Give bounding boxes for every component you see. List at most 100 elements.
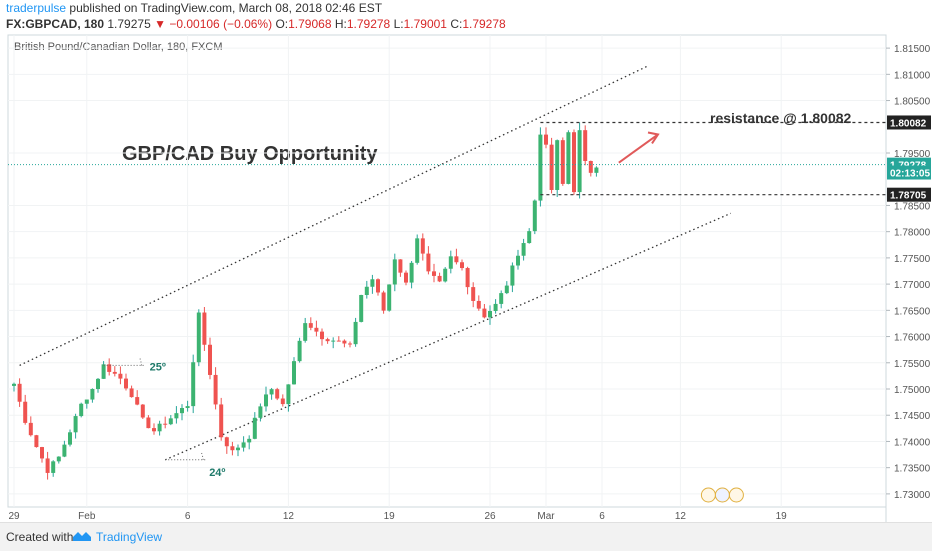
high-value: 1.79278: [346, 17, 391, 31]
candle-body: [381, 292, 386, 311]
candle-body: [437, 275, 442, 282]
candle-body: [583, 130, 588, 161]
candle-body: [96, 378, 100, 390]
y-tick-label: 1.77000: [894, 280, 931, 291]
candle-body: [471, 287, 476, 301]
candle-body: [79, 403, 84, 417]
x-tick-label: 12: [675, 511, 687, 522]
x-tick-label: 29: [8, 511, 20, 522]
last-price: 1.79275: [107, 17, 151, 31]
y-tick-label: 1.76000: [894, 333, 931, 344]
candle-body: [504, 285, 509, 294]
angle-arc-top: [139, 357, 143, 366]
candle-body: [34, 435, 39, 448]
candle-body: [577, 130, 582, 193]
candle-body: [269, 389, 274, 395]
ohlc-line: FX:GBPCAD, 180 1.79275 ▼ −0.00106 (−0.06…: [6, 17, 506, 31]
candle-body: [448, 256, 453, 269]
close-label: C:: [450, 17, 463, 31]
candle-body: [28, 422, 33, 436]
x-tick-label: Feb: [78, 511, 96, 522]
y-tick-label: 1.73500: [894, 464, 931, 475]
event-icon: [728, 487, 744, 503]
candle-body: [280, 398, 285, 405]
y-tick-label: 1.78500: [894, 201, 931, 212]
candle-body: [23, 401, 28, 423]
candle-body: [482, 308, 487, 318]
y-tick-label: 1.78000: [894, 228, 931, 239]
candle-body: [527, 231, 532, 244]
candle-body: [140, 404, 145, 418]
candle-body: [303, 323, 308, 341]
published-text: published on TradingView.com, March 08, …: [69, 1, 383, 15]
candle-body: [325, 339, 330, 342]
candle-body: [202, 312, 207, 345]
price-chart[interactable]: British Pound/Canadian Dollar, 180, FXCM…: [0, 33, 932, 522]
candle-body: [342, 340, 347, 344]
candle-body: [432, 271, 436, 276]
candle-body: [415, 238, 420, 263]
low-value: 1.79001: [403, 17, 447, 31]
candle-body: [510, 265, 515, 286]
candle-body: [538, 134, 543, 201]
x-tick-label: 6: [599, 511, 605, 522]
candle-body: [73, 416, 78, 433]
candle-body: [588, 160, 593, 173]
candle-body: [521, 243, 526, 256]
candle-body: [247, 438, 252, 443]
candle-body: [168, 418, 173, 425]
angle-label-top: 25º: [150, 361, 166, 373]
candle-body: [68, 432, 72, 445]
candle-body: [219, 404, 224, 438]
candle-body: [493, 303, 498, 312]
candle-body: [465, 268, 470, 288]
candle-body: [56, 456, 61, 462]
candle-body: [213, 374, 218, 405]
candle-body: [90, 389, 95, 400]
high-label: H:: [334, 17, 347, 31]
candle-body: [129, 388, 134, 398]
candle-body: [146, 417, 151, 429]
created-with-label: Created with: [6, 530, 74, 544]
x-tick-label: Mar: [537, 511, 555, 522]
open-label: O:: [275, 17, 289, 31]
y-tick-label: 1.80500: [894, 97, 931, 108]
x-tick-label: 19: [776, 511, 788, 522]
candle-body: [532, 200, 537, 232]
candle-body: [185, 406, 190, 409]
y-tick-label: 1.81500: [894, 44, 931, 55]
candle-body: [163, 423, 168, 425]
y-tick-label: 1.75000: [894, 385, 931, 396]
candle-body: [353, 321, 358, 345]
price-label-badge: [887, 165, 931, 180]
candle-body: [476, 300, 481, 309]
candle-body: [336, 340, 341, 342]
candle-body: [180, 408, 184, 414]
chart-area[interactable]: British Pound/Canadian Dollar, 180, FXCM…: [0, 33, 932, 522]
candle-body: [387, 284, 392, 311]
tradingview-brand[interactable]: TradingView: [96, 530, 163, 544]
buy-arrow-shaft: [618, 133, 659, 164]
candle-body: [224, 437, 229, 447]
candle-body: [17, 383, 22, 402]
candle-body: [420, 238, 425, 254]
candle-body: [236, 447, 240, 451]
price-label-text: 1.80082: [890, 118, 927, 129]
candle-body: [398, 259, 403, 273]
candle-body: [152, 428, 156, 432]
candle-body: [118, 373, 123, 379]
candle-body: [409, 262, 414, 283]
candle-body: [286, 384, 291, 405]
candle-body: [460, 262, 464, 269]
chart-header: traderpulse published on TradingView.com…: [0, 0, 932, 32]
y-tick-label: 1.75500: [894, 359, 931, 370]
candle-body: [320, 331, 324, 340]
author-link[interactable]: traderpulse: [6, 1, 67, 15]
symbol-label: FX:GBPCAD, 180: [6, 17, 105, 31]
candle-body: [308, 323, 313, 328]
candle-body: [230, 446, 235, 451]
candle-body: [112, 371, 117, 374]
candle-body: [594, 167, 599, 173]
uk-event-icon: [714, 487, 730, 503]
candle-body: [560, 140, 565, 184]
